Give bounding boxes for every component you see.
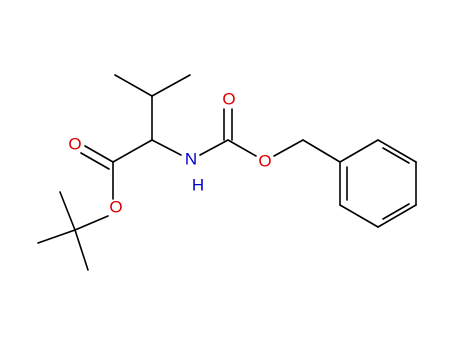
atom-label: O: [258, 151, 271, 170]
atom-label: H: [192, 175, 204, 194]
atom-label: O: [222, 89, 235, 108]
atom-label: O: [109, 197, 122, 216]
atom-label: O: [68, 134, 81, 153]
atom-label: N: [185, 149, 197, 168]
bonds: [37, 74, 417, 271]
